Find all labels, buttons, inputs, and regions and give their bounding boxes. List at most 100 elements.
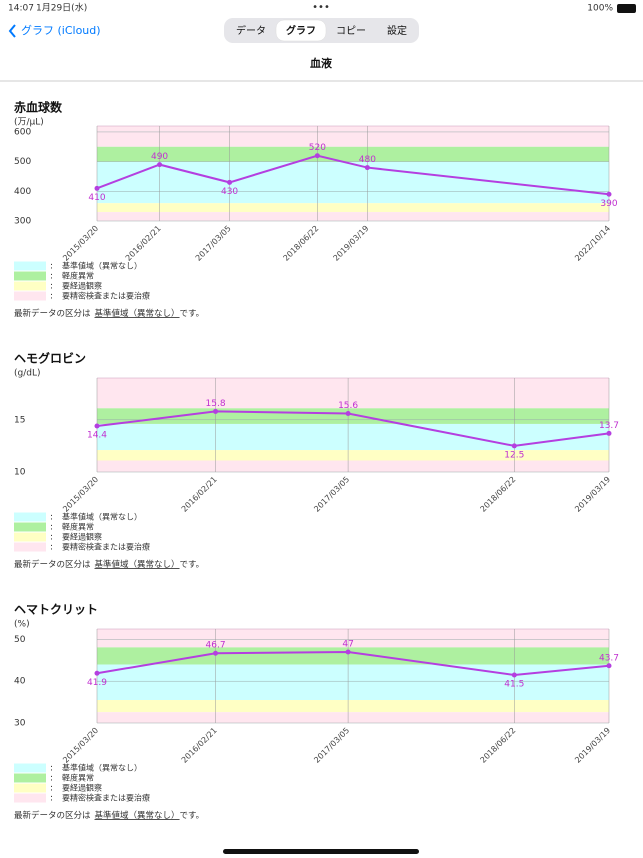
note-suffix: です。 — [180, 309, 205, 319]
y-tick-label: 10 — [14, 468, 26, 478]
legend-swatch — [14, 783, 46, 793]
legend-label: 要精密検査または要治療 — [62, 542, 150, 552]
data-point — [606, 663, 612, 669]
range-band — [97, 146, 609, 162]
x-tick-label: 2017/03/05 — [194, 224, 233, 263]
legend-swatch — [14, 291, 46, 301]
data-point — [157, 162, 163, 168]
x-tick-label: 2018/06/22 — [479, 475, 518, 514]
legend-swatch — [14, 773, 46, 783]
multitask-dots: ••• — [312, 2, 330, 13]
y-tick-label: 50 — [14, 635, 26, 645]
x-tick-label: 2016/02/21 — [180, 726, 219, 765]
note-prefix: 最新データの区分は — [14, 810, 91, 821]
legend-swatch — [14, 763, 46, 773]
x-tick-label: 2016/02/21 — [124, 224, 163, 263]
value-label: 490 — [151, 152, 168, 162]
segment[interactable]: コピー — [336, 25, 366, 37]
x-tick-label: 2019/03/19 — [573, 475, 612, 514]
x-tick-label: 2015/03/20 — [61, 224, 100, 263]
legend-label: 要経過観察 — [62, 281, 102, 291]
data-point — [606, 191, 612, 197]
y-tick-label: 300 — [14, 217, 31, 227]
y-tick-label: 400 — [14, 187, 31, 197]
value-label: 480 — [359, 155, 376, 165]
page-title: 血液 — [310, 56, 333, 70]
legend-swatch — [14, 532, 46, 542]
x-tick-label: 2015/03/20 — [61, 726, 100, 765]
range-band — [97, 126, 609, 147]
legend-colon: : — [50, 784, 53, 794]
y-tick-label: 15 — [14, 415, 25, 425]
legend-swatch — [14, 522, 46, 532]
legend-colon: : — [50, 523, 53, 533]
range-band — [97, 161, 609, 204]
x-tick-label: 2019/03/19 — [573, 726, 612, 765]
legend-label: 軽度異常 — [62, 522, 94, 532]
value-label: 520 — [309, 143, 326, 153]
note: 最新データの区分は 基準値域（異常なし）です。 — [14, 559, 204, 570]
chart-title: 赤血球数 — [14, 100, 63, 115]
data-point — [94, 185, 100, 191]
note-prefix: 最新データの区分は — [14, 559, 91, 570]
battery-icon — [617, 4, 636, 13]
legend-swatch — [14, 281, 46, 291]
segment[interactable]: 設定 — [387, 24, 407, 37]
segment[interactable]: データ — [236, 24, 266, 37]
x-tick-label: 2022/10/14 — [573, 224, 612, 263]
value-label: 12.5 — [504, 450, 524, 460]
legend-swatch — [14, 512, 46, 522]
legend-colon: : — [50, 513, 53, 523]
legend-label: 軽度異常 — [62, 271, 94, 281]
data-point — [94, 423, 100, 429]
data-point — [345, 411, 351, 417]
value-label: 14.4 — [87, 431, 107, 441]
value-label: 390 — [600, 199, 617, 209]
back-chevron[interactable] — [8, 24, 16, 38]
legend-swatch — [14, 542, 46, 552]
range-band — [97, 647, 609, 665]
legend-colon: : — [50, 533, 53, 543]
x-tick-label: 2016/02/21 — [180, 475, 219, 514]
legend-label: 軽度異常 — [62, 773, 94, 783]
note-suffix: です。 — [180, 811, 205, 821]
data-point — [227, 179, 233, 185]
y-tick-label: 500 — [14, 157, 31, 167]
legend-label: 基準値域（異常なし） — [62, 261, 142, 271]
value-label: 46.7 — [206, 641, 226, 651]
battery-text: 100% — [587, 4, 613, 14]
legend-colon: : — [50, 282, 53, 292]
legend-swatch — [14, 271, 46, 281]
range-band — [97, 203, 609, 213]
range-band — [97, 700, 609, 713]
y-tick-label: 30 — [14, 719, 26, 729]
x-tick-label: 2017/03/05 — [312, 726, 351, 765]
legend-colon: : — [50, 543, 53, 553]
value-label: 41.5 — [504, 679, 524, 689]
range-band — [97, 423, 609, 451]
data-point — [511, 672, 517, 678]
range-band — [97, 460, 609, 472]
home-indicator — [223, 849, 419, 854]
note: 最新データの区分は 基準値域（異常なし）です。 — [14, 810, 204, 821]
range-band — [97, 712, 609, 723]
segment[interactable]: グラフ — [286, 24, 316, 37]
note: 最新データの区分は 基準値域（異常なし）です。 — [14, 308, 204, 319]
data-point — [364, 165, 370, 171]
note-prefix: 最新データの区分は — [14, 308, 91, 319]
range-band — [97, 450, 609, 461]
legend-label: 基準値域（異常なし） — [62, 512, 142, 522]
value-label: 13.7 — [599, 421, 619, 431]
value-label: 43.7 — [599, 653, 619, 663]
data-point — [213, 650, 219, 656]
chart-title: ヘマトクリット — [14, 603, 98, 617]
legend-swatch — [14, 261, 46, 271]
y-axis-label: (g/dL) — [14, 369, 41, 379]
legend-label: 要精密検査または要治療 — [62, 291, 150, 301]
note-status: 基準値域（異常なし） — [95, 559, 180, 570]
status-date: 1月29日(水) — [36, 2, 87, 14]
x-tick-label: 2015/03/20 — [61, 475, 100, 514]
legend-label: 要経過観察 — [62, 532, 102, 542]
back-button[interactable]: グラフ (iCloud) — [21, 23, 101, 37]
